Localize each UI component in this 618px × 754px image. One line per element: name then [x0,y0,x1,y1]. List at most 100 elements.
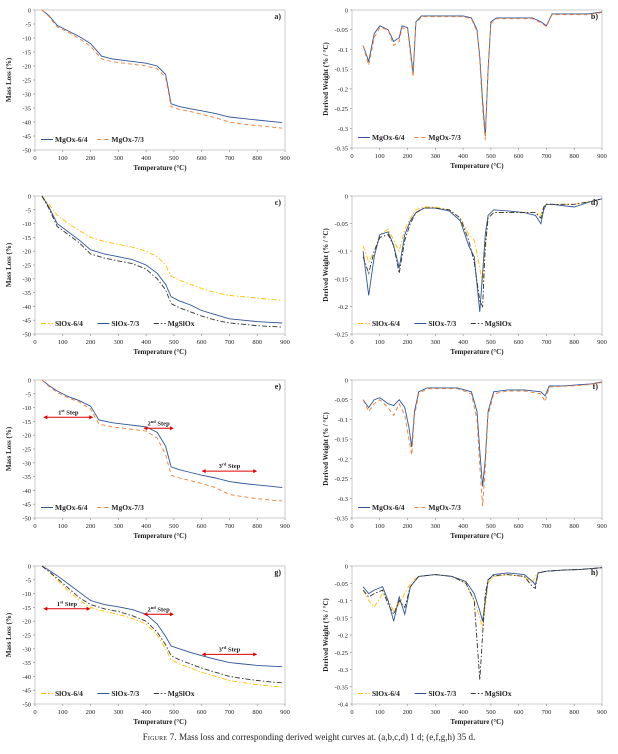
step-annotation-label: 2nd Step [148,419,171,428]
y-axis-label: Mass Loss (%) [5,57,13,102]
y-tick-label: -0.25 [334,106,348,113]
x-tick-label: 0 [350,523,353,530]
legend-label: MgSlOx [485,319,512,328]
step-annotation-label: 1st Step [57,599,78,608]
panel-label: d) [591,198,598,207]
panel-label: h) [591,568,598,577]
plot-frame [34,379,286,519]
x-axis-label: Temperature (°C) [450,532,504,540]
x-tick-label: 900 [280,709,290,716]
series-line-1 [41,195,283,301]
x-tick-label: 600 [514,153,524,160]
legend-label: MgSlOx [168,319,195,328]
y-tick-label: -15 [22,605,31,612]
x-tick-label: 600 [197,523,207,530]
y-axis-label: Derived Weight (% / °C) [322,598,330,672]
y-tick-label: -5 [26,207,31,214]
x-tick-label: 500 [486,523,496,530]
x-tick-label: 600 [197,155,207,162]
x-tick-label: 600 [514,523,524,530]
x-tick-label: 100 [375,339,385,346]
step-word: Step [226,646,240,653]
panel-label: f) [593,382,599,391]
x-tick-label: 200 [86,155,96,162]
step-arrow-head [143,426,148,431]
legend-label: MgOx-6/4 [372,133,405,142]
x-tick-label: 0 [350,153,353,160]
x-tick-label: 800 [252,523,262,530]
step-superscript: st [60,599,64,604]
y-tick-label: -0.15 [334,67,348,74]
y-tick-label: -0.3 [338,126,348,133]
series-line-1 [41,9,283,124]
y-tick-label: -0.05 [334,397,348,404]
y-tick-label: 0 [28,8,31,15]
legend-label: SlOx-7/3 [428,689,456,698]
y-tick-label: -0.15 [334,615,348,622]
chart-panel-6: 0-0.05-0.1-0.15-0.2-0.25-0.3-0.350 100 200… [322,378,607,541]
panel-label: a) [274,12,281,21]
plot-frame [34,565,286,705]
y-tick-label: -20 [22,249,31,256]
x-tick-label: 800 [569,523,579,530]
x-axis-label: Temperature (°C) [450,162,504,170]
x-axis-label: Temperature (°C) [133,348,187,356]
panel-label: b) [591,12,598,21]
chart-panel-8: 0-0.05-0.1-0.15-0.2-0.25-0.3-0.35-0.40 10… [322,564,607,727]
y-tick-label: -15 [22,235,31,242]
x-tick-label: 900 [280,155,290,162]
x-tick-label: 800 [252,339,262,346]
chart-panel-5: 0-5-10-15-20-25-30-35-40-45-500 100 200 300… [5,378,290,541]
y-tick-label: -10 [22,405,31,412]
legend-label: MgOx-7/3 [111,135,144,144]
step-word: Step [156,420,170,427]
chart-panel-1: 0-5-10-15-20-25-30-35-40-45-500 100 200 300… [5,8,290,173]
y-tick-label: -40 [22,674,31,681]
x-tick-label: 500 [169,155,179,162]
x-tick-label: 600 [197,709,207,716]
x-tick-label: 800 [252,155,262,162]
legend-label: SlOx-7/3 [428,319,456,328]
plot-frame [34,195,286,335]
y-tick-label: 0 [345,8,348,15]
y-tick-label: -0.25 [334,650,348,657]
y-tick-label: -45 [22,688,31,695]
x-tick-label: 200 [403,709,413,716]
y-tick-label: -25 [22,633,31,640]
y-tick-label: -0.1 [338,598,348,605]
x-tick-label: 400 [458,709,468,716]
x-tick-label: 100 [375,523,385,530]
step-word: Step [226,463,240,470]
y-tick-label: -0.05 [334,27,348,34]
x-tick-label: 200 [403,339,413,346]
step-arrow-head [143,612,148,617]
y-tick-label: -0.05 [334,221,348,228]
x-axis-label: Temperature (°C) [133,164,187,172]
x-tick-label: 800 [569,709,579,716]
y-tick-label: -0.2 [338,86,348,93]
x-tick-label: 0 [33,523,36,530]
x-tick-label: 300 [113,523,123,530]
x-tick-label: 400 [458,153,468,160]
x-tick-label: 800 [569,153,579,160]
x-tick-label: 500 [486,709,496,716]
x-tick-label: 900 [597,339,607,346]
x-axis-label: Temperature (°C) [133,532,187,540]
x-tick-label: 900 [597,523,607,530]
step-arrow-head [253,469,258,474]
series-line-3 [41,565,283,684]
step-superscript: nd [151,419,157,424]
legend-label: MgSlOx [168,689,195,698]
step-superscript: rd [222,645,227,650]
x-tick-label: 0 [33,709,36,716]
x-tick-label: 900 [280,523,290,530]
y-tick-label: -0.2 [338,456,348,463]
x-tick-label: 400 [141,709,151,716]
y-tick-label: -35 [22,474,31,481]
figure-caption: Figure 7. Mass loss and corresponding de… [0,732,618,742]
y-tick-label: -20 [22,64,31,71]
x-tick-label: 100 [375,153,385,160]
step-arrow-head [253,652,258,657]
y-axis-label: Derived Weight (% / °C) [322,42,330,116]
chart-panel-3: 0-5-10-15-20-25-30-35-40-45-500 100 200 300… [5,194,290,357]
